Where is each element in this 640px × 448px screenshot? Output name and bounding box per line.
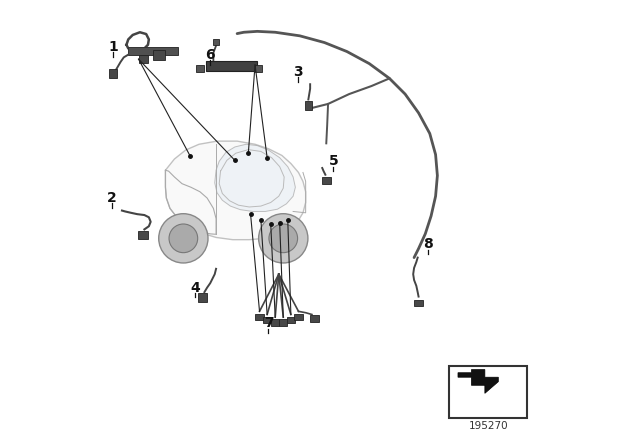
FancyBboxPatch shape <box>263 317 271 323</box>
Circle shape <box>259 214 308 263</box>
Circle shape <box>159 214 208 263</box>
Text: 5: 5 <box>328 154 339 168</box>
FancyBboxPatch shape <box>310 315 319 322</box>
Polygon shape <box>458 370 499 393</box>
FancyBboxPatch shape <box>255 65 262 72</box>
Polygon shape <box>206 61 257 71</box>
FancyBboxPatch shape <box>449 366 527 418</box>
Text: 6: 6 <box>205 47 215 62</box>
Text: 4: 4 <box>191 280 200 295</box>
Text: 8: 8 <box>424 237 433 251</box>
Text: 1: 1 <box>108 40 118 54</box>
FancyBboxPatch shape <box>198 293 207 302</box>
Text: 3: 3 <box>292 65 303 79</box>
Polygon shape <box>165 141 306 240</box>
FancyBboxPatch shape <box>287 317 295 323</box>
Circle shape <box>269 224 298 253</box>
Text: 2: 2 <box>107 191 116 205</box>
FancyBboxPatch shape <box>139 55 148 63</box>
Text: 7: 7 <box>264 316 273 331</box>
Polygon shape <box>128 47 177 55</box>
FancyBboxPatch shape <box>322 177 331 184</box>
Circle shape <box>169 224 198 253</box>
FancyBboxPatch shape <box>213 39 220 45</box>
Polygon shape <box>215 144 296 211</box>
FancyBboxPatch shape <box>138 231 148 239</box>
FancyBboxPatch shape <box>305 101 312 110</box>
FancyBboxPatch shape <box>153 50 164 60</box>
FancyBboxPatch shape <box>294 314 303 320</box>
FancyBboxPatch shape <box>414 300 423 306</box>
FancyBboxPatch shape <box>109 69 117 78</box>
FancyBboxPatch shape <box>279 319 287 326</box>
FancyBboxPatch shape <box>271 319 279 326</box>
FancyBboxPatch shape <box>255 314 264 320</box>
FancyBboxPatch shape <box>196 65 204 72</box>
Text: 195270: 195270 <box>468 421 508 431</box>
